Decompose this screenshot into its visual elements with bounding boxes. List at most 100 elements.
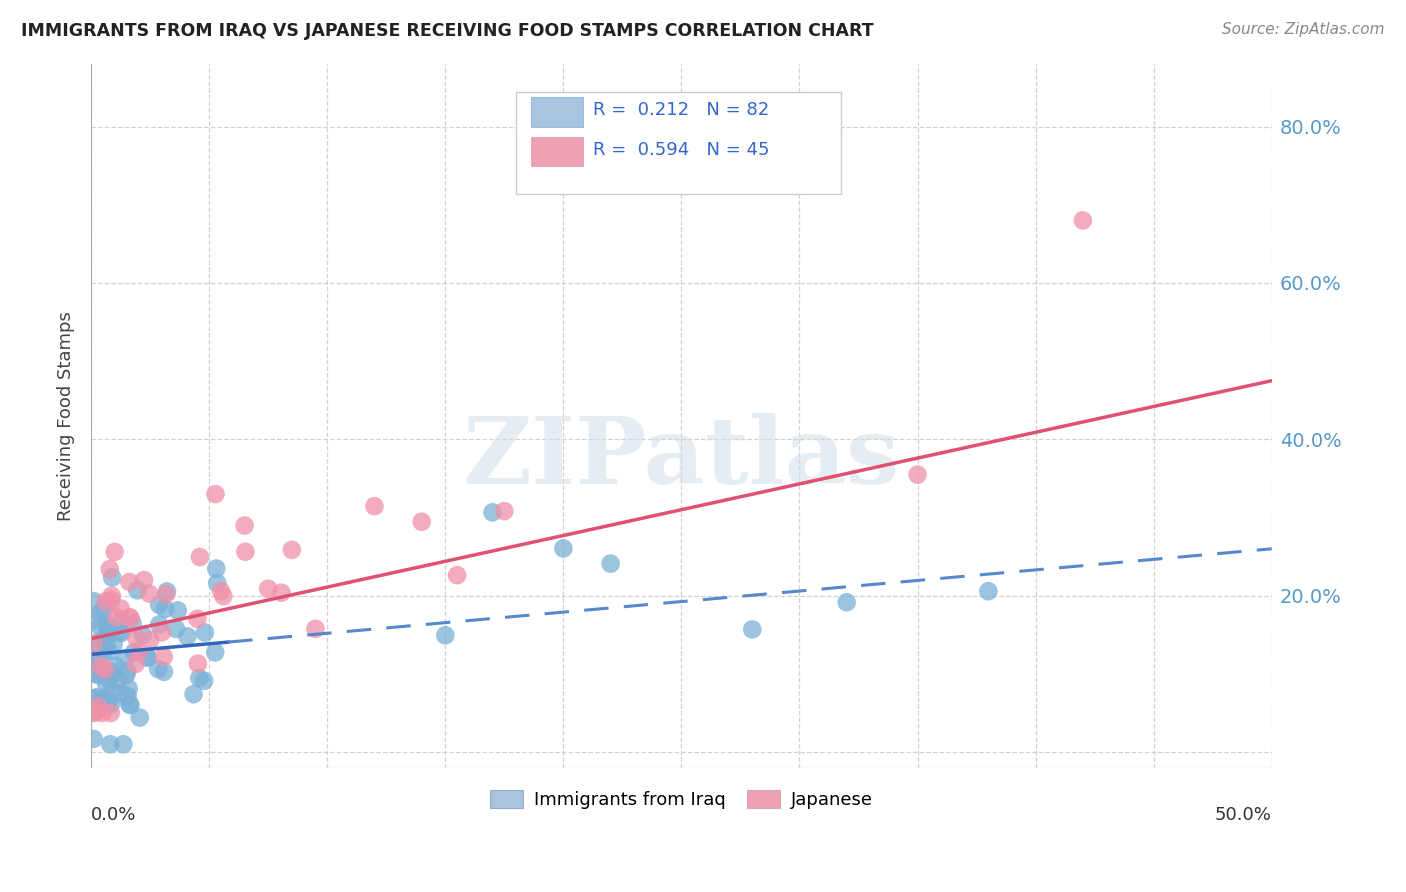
Point	[139, 632, 162, 647]
Point	[98, 672, 121, 686]
Point	[136, 650, 159, 665]
Point	[103, 637, 125, 651]
Point	[91, 706, 114, 720]
Point	[907, 467, 929, 482]
Point	[166, 603, 188, 617]
Point	[446, 568, 468, 582]
Point	[90, 606, 112, 620]
Point	[122, 645, 145, 659]
Point	[128, 645, 150, 659]
Point	[132, 628, 155, 642]
Point	[87, 661, 110, 675]
Point	[93, 601, 115, 615]
Point	[411, 515, 433, 529]
Point	[105, 673, 128, 688]
Point	[101, 683, 124, 698]
Point	[835, 595, 858, 609]
Point	[977, 584, 1000, 599]
Point	[112, 737, 135, 751]
Point	[204, 645, 226, 659]
Text: R =  0.594   N = 45: R = 0.594 N = 45	[593, 141, 769, 159]
Point	[127, 583, 149, 598]
Point	[101, 667, 124, 681]
Point	[150, 625, 173, 640]
Point	[100, 698, 122, 712]
Point	[101, 665, 124, 680]
Point	[96, 697, 118, 711]
Text: ZIPatlas: ZIPatlas	[463, 413, 900, 503]
Point	[148, 662, 170, 676]
FancyBboxPatch shape	[531, 97, 583, 127]
Point	[257, 582, 280, 596]
Point	[233, 518, 256, 533]
Point	[98, 562, 121, 576]
Point	[148, 617, 170, 632]
Point	[188, 549, 211, 564]
Point	[209, 583, 232, 598]
Text: IMMIGRANTS FROM IRAQ VS JAPANESE RECEIVING FOOD STAMPS CORRELATION CHART: IMMIGRANTS FROM IRAQ VS JAPANESE RECEIVI…	[21, 22, 873, 40]
Point	[87, 699, 110, 714]
Point	[86, 690, 108, 704]
Point	[83, 706, 105, 720]
Text: 0.0%: 0.0%	[91, 806, 136, 824]
Point	[204, 487, 226, 501]
Point	[90, 692, 112, 706]
Point	[136, 650, 159, 665]
Point	[155, 587, 177, 601]
Point	[97, 693, 120, 707]
Point	[125, 631, 148, 645]
Point	[212, 589, 235, 603]
Point	[125, 657, 148, 671]
Point	[132, 573, 155, 587]
Point	[481, 505, 503, 519]
Text: 50.0%: 50.0%	[1215, 806, 1271, 824]
Point	[96, 676, 118, 690]
Point	[152, 649, 174, 664]
Point	[83, 594, 105, 608]
Point	[270, 585, 292, 599]
Point	[128, 710, 150, 724]
Point	[104, 658, 127, 673]
Point	[741, 623, 763, 637]
Point	[115, 665, 138, 679]
Point	[101, 570, 124, 584]
Point	[153, 602, 176, 616]
Point	[93, 644, 115, 658]
Point	[193, 673, 215, 688]
Point	[148, 598, 170, 612]
Point	[83, 637, 105, 651]
Point	[89, 620, 111, 634]
Point	[186, 612, 208, 626]
Point	[86, 657, 108, 672]
Point	[100, 621, 122, 635]
Point	[104, 545, 127, 559]
Point	[599, 557, 621, 571]
Point	[111, 614, 134, 628]
Point	[183, 687, 205, 701]
Point	[83, 691, 105, 706]
Point	[207, 576, 229, 591]
Point	[153, 665, 176, 679]
Point	[83, 651, 105, 665]
Point	[194, 625, 217, 640]
Text: Source: ZipAtlas.com: Source: ZipAtlas.com	[1222, 22, 1385, 37]
Point	[98, 624, 121, 638]
Point	[100, 589, 122, 603]
Legend: Immigrants from Iraq, Japanese: Immigrants from Iraq, Japanese	[484, 782, 880, 816]
Point	[118, 681, 141, 696]
Point	[188, 671, 211, 685]
Point	[120, 698, 142, 712]
Point	[100, 706, 122, 720]
Y-axis label: Receiving Food Stamps: Receiving Food Stamps	[58, 311, 75, 521]
Point	[165, 622, 187, 636]
Point	[93, 632, 115, 647]
Point	[96, 616, 118, 631]
Point	[87, 668, 110, 682]
Point	[94, 594, 117, 608]
Point	[120, 611, 142, 625]
Point	[110, 686, 132, 700]
Point	[117, 690, 139, 704]
Point	[93, 632, 115, 646]
Point	[114, 651, 136, 665]
FancyBboxPatch shape	[516, 92, 841, 194]
